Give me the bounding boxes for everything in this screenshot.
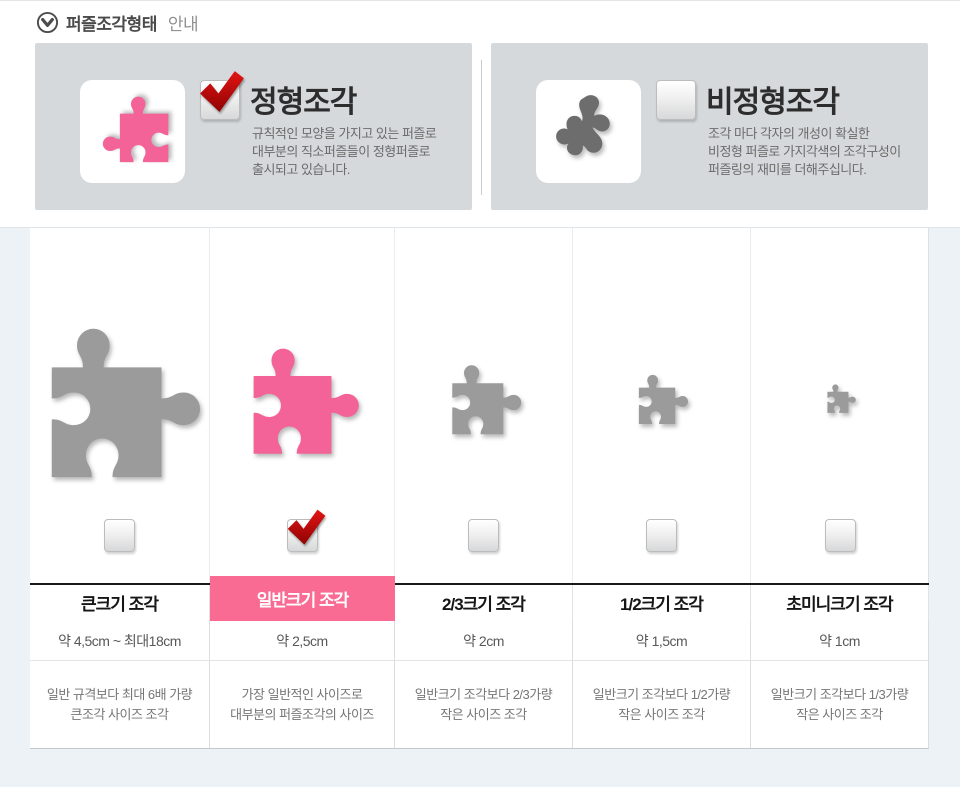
gray-puzzle-piece-icon [444,357,524,437]
table-header-divider [30,583,929,585]
size-description-row: 일반 규격보다 최대 6배 가량 큰조각 사이즈 조각 가장 일반적인 사이즈로… [30,661,929,748]
checkbox-row [30,488,929,583]
size-value-mini: 약 1cm [751,621,929,660]
pink-puzzle-piece-icon [95,94,171,170]
size-checkbox-normal[interactable] [286,519,318,552]
section-header: 퍼즐조각형태 안내 [0,1,960,43]
size-value-normal: 약 2,5cm [210,621,395,660]
piece-image-normal [210,228,395,488]
regular-piece-checkbox[interactable] [200,80,240,120]
size-value-two-thirds: 약 2cm [395,621,573,660]
gray-puzzle-piece-icon [824,381,857,414]
irregular-piece-checkbox[interactable] [656,80,696,120]
piece-image-row [30,228,929,488]
size-desc-large: 일반 규격보다 최대 6배 가량 큰조각 사이즈 조각 [30,661,210,748]
size-checkbox-two-thirds[interactable] [468,519,499,552]
regular-piece-description: 규칙적인 모양을 가지고 있는 퍼즐로 대부분의 직소퍼즐들이 정형퍼즐로 출시… [252,126,437,177]
piece-type-boxes: 정형조각 규칙적인 모양을 가지고 있는 퍼즐로 대부분의 직소퍼즐들이 정형퍼… [35,43,928,210]
regular-piece-thumbnail [80,80,185,183]
size-name-half[interactable]: 1/2크기 조각 [573,583,751,621]
piece-image-two-thirds [395,228,573,488]
size-table-section: 큰크기 조각 일반크기 조각 2/3크기 조각 1/2크기 조각 초미니크기 조… [0,227,960,787]
size-value-large: 약 4,5cm ~ 최대18cm [30,621,210,660]
size-name-large[interactable]: 큰크기 조각 [30,583,210,621]
gray-irregular-puzzle-piece-icon [549,92,629,172]
gray-puzzle-piece-icon [34,311,206,483]
page-title: 퍼즐조각형태 [66,15,157,34]
size-name-row: 큰크기 조각 일반크기 조각 2/3크기 조각 1/2크기 조각 초미니크기 조… [30,576,929,621]
piece-size-table: 큰크기 조각 일반크기 조각 2/3크기 조각 1/2크기 조각 초미니크기 조… [30,228,929,749]
page-title-suffix: 안내 [167,15,199,34]
size-name-two-thirds[interactable]: 2/3크기 조각 [395,583,573,621]
size-value-half: 약 1,5cm [573,621,751,660]
size-checkbox-large[interactable] [104,519,135,552]
size-name-normal-selected[interactable]: 일반크기 조각 [210,576,395,621]
irregular-piece-box: 비정형조각 조각 마다 각자의 개성이 확실한 비정형 퍼즐로 가지각색의 조각… [491,43,928,210]
irregular-piece-thumbnail [536,80,641,183]
irregular-piece-description: 조각 마다 각자의 개성이 확실한 비정형 퍼즐로 가지각색의 조각구성이 퍼즐… [708,126,901,177]
pink-puzzle-piece-icon [241,336,363,458]
size-desc-half: 일반크기 조각보다 1/2가량 작은 사이즈 조각 [573,661,751,748]
red-checkmark-icon [286,507,328,549]
size-checkbox-half[interactable] [646,519,677,552]
size-desc-normal: 가장 일반적인 사이즈로 대부분의 퍼즐조각의 사이즈 [210,661,395,748]
size-desc-two-thirds: 일반크기 조각보다 2/3가량 작은 사이즈 조각 [395,661,573,748]
piece-image-large [30,228,210,488]
piece-image-mini [751,228,929,488]
irregular-piece-title: 비정형조각 [706,86,840,119]
regular-piece-title: 정형조각 [250,86,357,119]
piece-image-half [573,228,751,488]
boxes-divider [472,43,491,210]
red-checkmark-icon [198,68,247,117]
gray-puzzle-piece-icon [633,369,690,426]
circle-chevron-down-icon[interactable] [36,11,59,34]
size-checkbox-mini[interactable] [824,519,856,552]
size-name-mini[interactable]: 초미니크기 조각 [751,583,929,621]
size-value-row: 약 4,5cm ~ 최대18cm 약 2,5cm 약 2cm 약 1,5cm 약… [30,621,929,661]
size-desc-mini: 일반크기 조각보다 1/3가량 작은 사이즈 조각 [751,661,929,748]
regular-piece-box: 정형조각 규칙적인 모양을 가지고 있는 퍼즐로 대부분의 직소퍼즐들이 정형퍼… [35,43,472,210]
